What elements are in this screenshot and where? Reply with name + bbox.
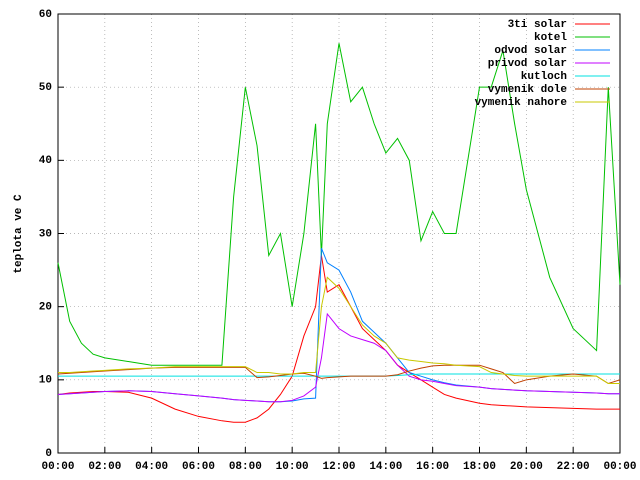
x-tick-label: 12:00 xyxy=(322,461,355,473)
y-tick-label: 10 xyxy=(39,375,52,387)
x-tick-label: 04:00 xyxy=(135,461,168,473)
y-axis-label: teplota ve C xyxy=(13,194,25,274)
y-tick-label: 40 xyxy=(39,155,52,167)
y-tick-label: 0 xyxy=(45,448,52,460)
x-tick-label: 02:00 xyxy=(88,461,121,473)
legend-label: kotel xyxy=(534,32,567,44)
x-tick-label: 22:00 xyxy=(557,461,590,473)
legend-label: privod solar xyxy=(488,58,567,70)
x-tick-label: 10:00 xyxy=(276,461,309,473)
series-line xyxy=(57,43,621,366)
x-tick-label: 06:00 xyxy=(182,461,215,473)
series-line xyxy=(58,276,620,384)
legend-label: odvod solar xyxy=(494,45,567,57)
legend-label: kutloch xyxy=(521,71,567,83)
y-tick-label: 30 xyxy=(39,228,52,240)
x-tick-label: 08:00 xyxy=(229,461,262,473)
series-line xyxy=(57,312,620,403)
y-tick-label: 20 xyxy=(39,302,52,314)
y-tick-label: 60 xyxy=(39,9,52,21)
series-line xyxy=(57,255,620,423)
plot-border xyxy=(57,13,621,454)
x-tick-label: 16:00 xyxy=(416,461,449,473)
legend-label: vymenik nahore xyxy=(475,97,568,109)
x-tick-label: 00:00 xyxy=(41,461,74,473)
legend-label: vymenik dole xyxy=(488,84,568,96)
y-tick-label: 50 xyxy=(39,82,52,94)
x-tick-label: 14:00 xyxy=(369,461,402,473)
x-tick-label: 18:00 xyxy=(463,461,496,473)
legend-label: 3ti solar xyxy=(508,19,567,31)
x-tick-label: 00:00 xyxy=(603,461,636,473)
x-tick-label: 20:00 xyxy=(510,461,543,473)
